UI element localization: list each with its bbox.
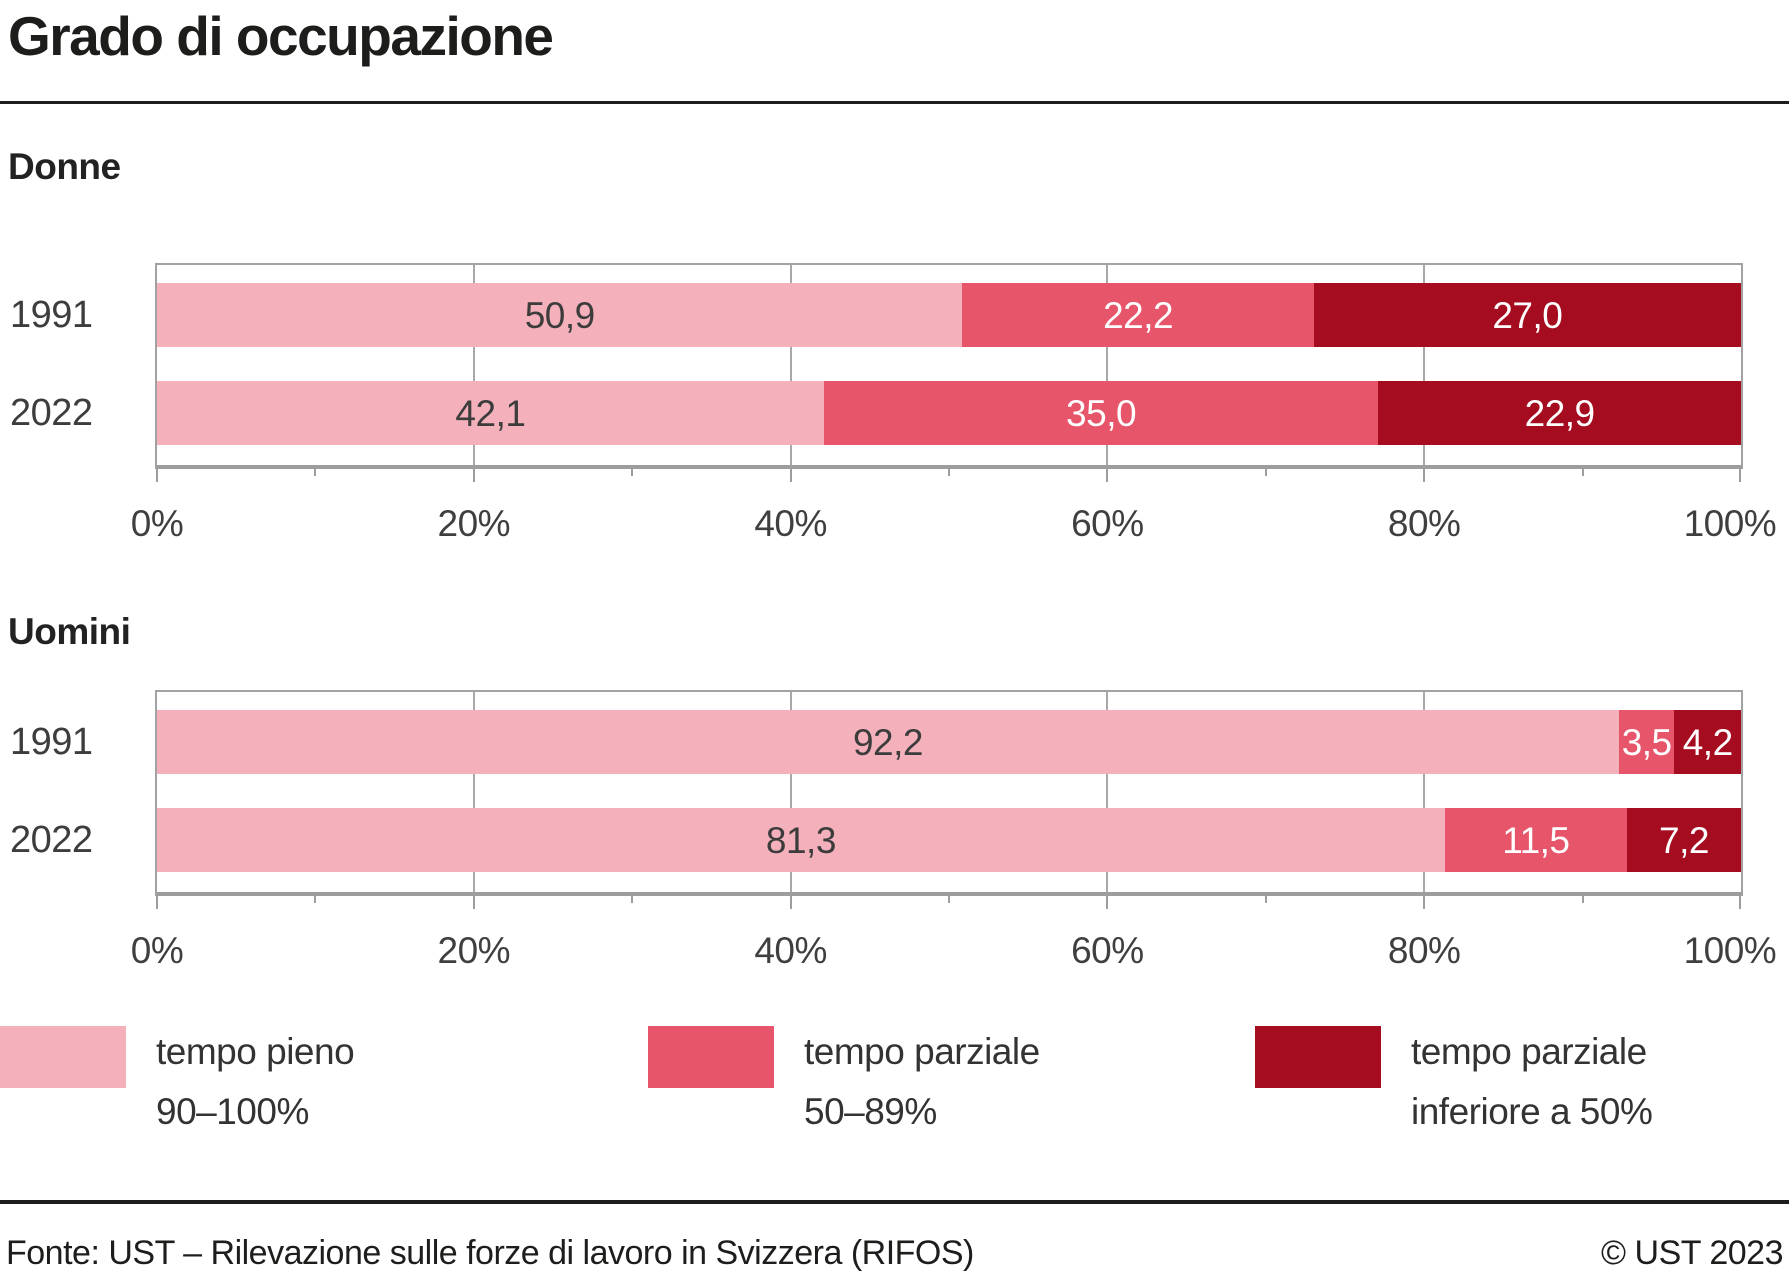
legend-swatch-rose [648,1026,774,1088]
legend-label-line2: 50–89% [804,1091,937,1132]
axis-tick-major [156,469,158,482]
bar-segment-tempo-pieno: 92,2 [157,710,1619,774]
gridline-80 [1423,265,1426,465]
axis-tick-minor [314,896,317,903]
axis-tick-major [156,896,158,909]
axis-tick-major [472,896,475,909]
legend-label-line2: 90–100% [156,1091,309,1132]
year-label-uomini-2022: 2022 [10,819,93,861]
bar-segment-tempo-pieno: 42,1 [157,381,824,445]
legend-label-line2: inferiore a 50% [1411,1091,1653,1132]
tick-label-0: 0% [130,930,184,971]
tick-label-100: 100% [1683,930,1777,971]
bar-value-label: 92,2 [852,721,924,763]
axis-tick-minor [1581,896,1584,903]
bar-value-label: 22,2 [1103,294,1174,336]
bar-value-label: 4,2 [1682,721,1733,763]
bar-value-label: 50,9 [524,294,596,336]
axis-tick-minor [948,469,950,476]
legend-item-tempo-parziale-inf-50: tempo parziale inferiore a 50% [1255,1022,1653,1142]
bar-segment-tempo-parziale-50-89: 35,0 [823,381,1379,445]
bar-segment-tempo-pieno: 81,3 [157,808,1445,872]
axis-tick-major [472,469,475,482]
tick-label-40: 40% [754,503,827,544]
footer: Fonte: UST – Rilevazione sulle forze di … [6,1234,1783,1273]
bar-row-donne-2022: 42,1 35,0 22,9 [157,381,1741,445]
gridline-60 [1106,265,1109,465]
bar-segment-tempo-parziale-inf-50: 7,2 [1626,808,1741,872]
gridline-20 [472,265,475,465]
legend-label-line1: tempo parziale [1411,1031,1647,1072]
bar-segment-tempo-parziale-inf-50: 22,9 [1378,381,1741,445]
gridline-40 [789,692,792,892]
bar-segment-tempo-pieno: 50,9 [157,283,963,347]
section-title-uomini: Uomini [8,611,131,652]
page-title: Grado di occupazione [8,5,554,67]
tick-label-60: 60% [1071,503,1144,544]
bar-segment-tempo-parziale-50-89: 3,5 [1618,710,1675,774]
uomini-chart-plot: 1991 92,2 3,5 4,2 2022 81,3 11,5 7,2 0% … [10,690,1777,971]
axis-tick-minor [948,896,950,903]
bar-row-uomini-1991: 92,2 3,5 4,2 [157,710,1741,774]
tick-label-80: 80% [1387,503,1461,544]
title-divider-rule [0,101,1789,104]
tick-label-40: 40% [754,930,827,971]
legend-label-line1: tempo parziale [804,1031,1040,1072]
bar-value-label: 3,5 [1621,721,1672,763]
axis-tick-minor [1581,469,1584,476]
footer-copyright: © UST 2023 [1601,1234,1783,1272]
tick-label-0: 0% [130,503,184,544]
tick-label-20: 20% [437,503,511,544]
year-label-uomini-1991: 1991 [10,721,93,763]
bar-segment-tempo-parziale-inf-50: 27,0 [1313,283,1741,347]
footer-source: Fonte: UST – Rilevazione sulle forze di … [6,1234,974,1272]
legend-label: tempo pieno 90–100% [156,1022,355,1142]
axis-tick-major [1106,469,1109,482]
legend-swatch-dark-red [1255,1026,1381,1088]
axis-tick-minor [631,469,634,476]
bar-value-label: 81,3 [765,819,837,861]
tick-label-100: 100% [1683,503,1777,544]
bar-segment-tempo-parziale-50-89: 11,5 [1444,808,1627,872]
bar-row-uomini-2022: 81,3 11,5 7,2 [157,808,1741,872]
legend-item-tempo-pieno: tempo pieno 90–100% [0,1022,355,1142]
axis-tick-major [1423,469,1426,482]
gridline-80 [1423,692,1426,892]
tick-label-60: 60% [1071,930,1144,971]
axis-tick-minor [1264,896,1267,903]
bar-value-label: 11,5 [1502,819,1570,861]
axis-tick-minor [1264,469,1267,476]
axis-tick-major [789,896,792,909]
legend-label-line1: tempo pieno [156,1031,355,1072]
axis-tick-major [1739,469,1741,482]
bar-value-label: 42,1 [455,392,526,434]
axis-tick-minor [631,896,634,903]
bar-value-label: 35,0 [1066,392,1137,434]
tick-label-80: 80% [1387,930,1461,971]
year-label-donne-1991: 1991 [10,294,93,336]
gridline-20 [472,692,475,892]
axis-tick-minor [314,469,317,476]
bar-segment-tempo-parziale-50-89: 22,2 [962,283,1314,347]
donne-chart-plot: 1991 50,9 22,2 27,0 2022 42,1 35,0 22,9 … [10,263,1777,544]
bar-value-label: 27,0 [1492,294,1563,336]
bar-row-donne-1991: 50,9 22,2 27,0 [157,283,1741,347]
axis-tick-major [1423,896,1426,909]
legend-swatch-light-pink [0,1026,126,1088]
legend-label: tempo parziale inferiore a 50% [1411,1022,1653,1142]
axis-tick-major [1106,896,1109,909]
section-title-donne: Donne [8,146,121,187]
legend-label: tempo parziale 50–89% [804,1022,1040,1142]
legend-item-tempo-parziale-50-89: tempo parziale 50–89% [648,1022,1040,1142]
bar-value-label: 22,9 [1524,392,1596,434]
gridline-60 [1106,692,1109,892]
bar-value-label: 7,2 [1659,819,1709,861]
footer-divider-rule [0,1200,1789,1204]
year-label-donne-2022: 2022 [10,392,93,434]
tick-label-20: 20% [437,930,511,971]
axis-tick-major [1739,896,1741,909]
axis-tick-major [789,469,792,482]
bar-segment-tempo-parziale-inf-50: 4,2 [1674,710,1741,774]
gridline-40 [789,265,792,465]
